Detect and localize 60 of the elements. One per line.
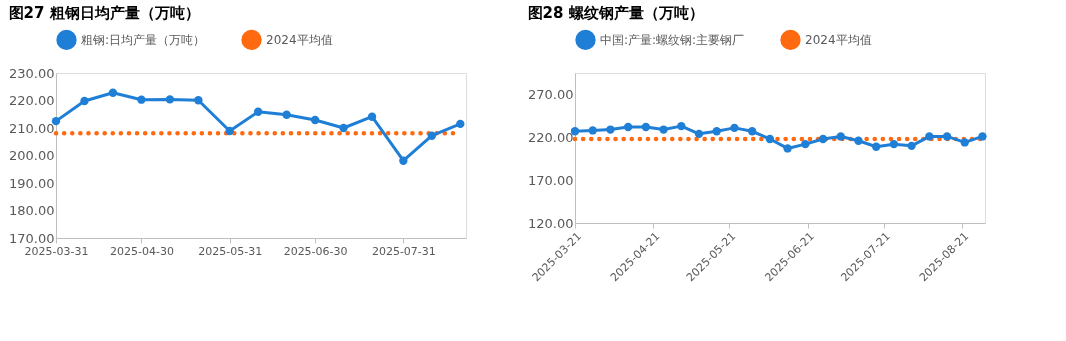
point	[907, 141, 916, 151]
point	[730, 123, 739, 133]
legend-label: 2024平均值	[805, 32, 872, 47]
point	[456, 119, 465, 129]
point	[641, 122, 651, 132]
x-tick-label: 2025-03-31	[24, 244, 89, 258]
point	[747, 127, 757, 136]
y-tick-label: 180.00	[9, 203, 55, 218]
legend-label: 中国:产量:螺纹钢:主要钢厂	[600, 32, 745, 47]
point	[108, 88, 118, 97]
point	[427, 131, 437, 140]
point	[978, 132, 987, 141]
point	[694, 129, 704, 139]
y-tick-label: 200.00	[9, 148, 55, 163]
legend-label: 2024平均值	[266, 32, 333, 47]
y-tick-label: 170.00	[528, 172, 574, 188]
y-tick-label: 170.00	[9, 230, 55, 246]
point	[659, 125, 668, 134]
point	[588, 126, 597, 135]
x-tick-label: 2025-06-30	[283, 244, 348, 258]
point	[942, 132, 952, 141]
point	[606, 125, 615, 134]
point	[367, 112, 377, 121]
point	[783, 144, 792, 153]
point	[339, 123, 348, 133]
legend-label: 粗钢:日均产量（万吨）	[81, 32, 206, 47]
point	[854, 136, 863, 145]
y-tick-label: 230.00	[9, 65, 55, 81]
point	[765, 134, 775, 144]
point	[677, 121, 686, 131]
y-tick-label: 120.00	[528, 215, 574, 231]
point	[399, 156, 408, 165]
y-tick-label: 190.00	[9, 175, 55, 191]
x-tick-label: 2025-04-30	[109, 244, 174, 258]
point	[623, 122, 633, 132]
y-tick-label: 270.00	[528, 86, 574, 102]
point	[836, 132, 845, 141]
y-tick-label: 210.00	[9, 120, 55, 136]
x-tick-label: 2025-05-31	[198, 244, 263, 258]
point	[51, 116, 61, 126]
point	[310, 115, 320, 125]
point	[225, 126, 234, 136]
point	[194, 96, 203, 105]
point	[80, 96, 89, 106]
point	[801, 139, 810, 149]
chart-title: 图27 粗钢日均产量（万吨）	[8, 4, 200, 22]
point	[253, 107, 263, 116]
point	[712, 127, 721, 136]
chart-title: 图28 螺纹钢产量（万吨）	[527, 4, 704, 22]
point	[282, 110, 291, 119]
point	[889, 139, 899, 149]
point	[137, 95, 146, 104]
point	[871, 142, 881, 151]
y-tick-label: 220.00	[9, 93, 55, 108]
y-tick-label: 220.00	[528, 129, 574, 145]
point	[165, 95, 175, 104]
point	[960, 138, 969, 147]
point	[925, 132, 934, 141]
point	[818, 134, 828, 144]
x-tick-label: 2025-07-31	[371, 244, 436, 258]
